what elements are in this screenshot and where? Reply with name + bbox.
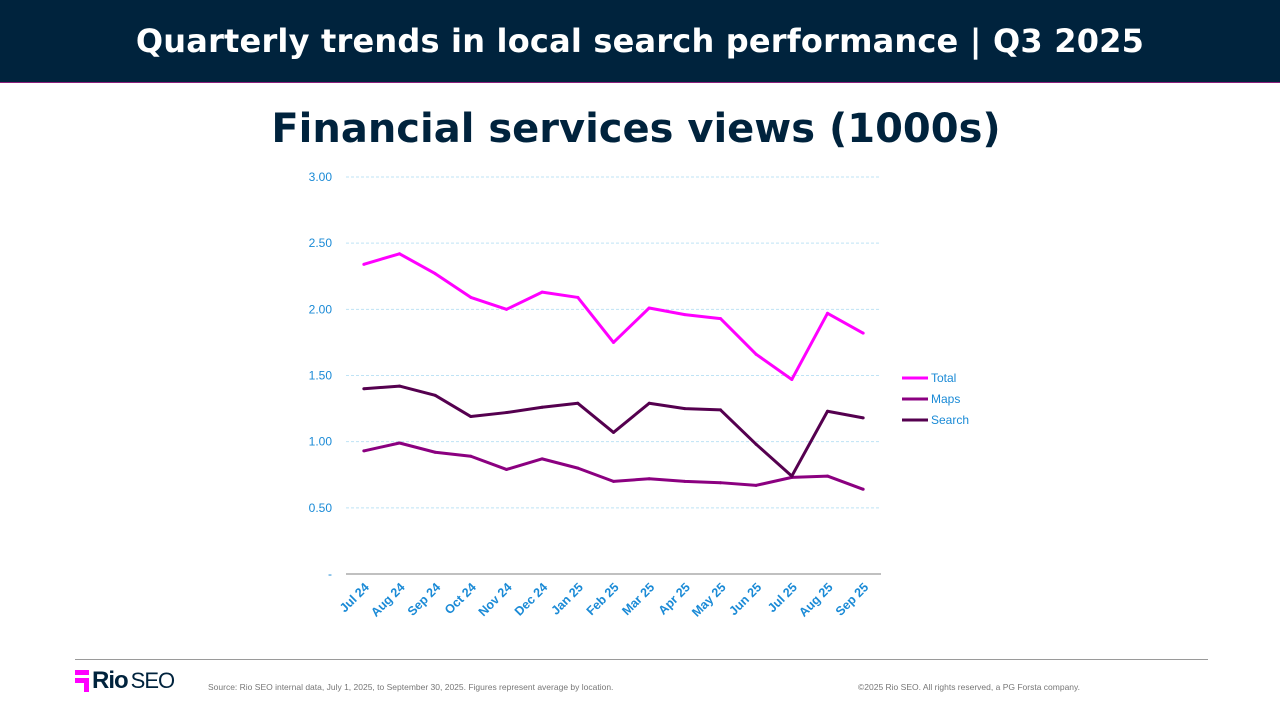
y-tick-label: 1.00 — [309, 435, 333, 449]
data-point-search — [540, 405, 544, 409]
data-point-maps — [826, 474, 829, 478]
data-point-maps — [398, 441, 401, 445]
x-tick-label: Jul 25 — [765, 580, 800, 615]
x-tick-label: Aug 25 — [796, 580, 835, 619]
data-point-search — [683, 407, 687, 411]
x-tick-label: Jun 25 — [726, 580, 764, 618]
data-point-search — [469, 415, 473, 419]
data-point-maps — [433, 450, 437, 454]
data-point-maps — [683, 479, 687, 483]
legend-label-total: Total — [931, 371, 956, 385]
x-tick-label: Dec 24 — [512, 580, 550, 618]
logo-text-bold: Rio — [92, 667, 129, 694]
y-tick-label: 1.50 — [309, 369, 333, 383]
x-tick-label: May 25 — [689, 580, 728, 619]
data-point-search — [433, 393, 437, 397]
y-tick-label: 0.50 — [309, 501, 333, 515]
data-point-total — [505, 307, 508, 311]
legend-label-search: Search — [931, 413, 969, 427]
data-point-maps — [576, 466, 580, 470]
data-point-total — [719, 317, 722, 321]
data-point-total — [612, 340, 615, 344]
data-point-maps — [505, 467, 508, 471]
x-tick-label: Mar 25 — [619, 580, 657, 618]
data-point-search — [362, 387, 366, 391]
footer-divider — [75, 659, 1208, 660]
data-point-search — [505, 411, 508, 415]
data-point-search — [612, 430, 615, 434]
data-point-maps — [754, 483, 758, 487]
source-note: Source: Rio SEO internal data, July 1, 2… — [208, 682, 614, 692]
logo-mark-icon — [75, 670, 89, 692]
copyright-note: ©2025 Rio SEO. All rights reserved, a PG… — [858, 682, 1081, 692]
chart-title: Financial services views (1000s) — [271, 106, 1001, 152]
data-point-search — [576, 401, 580, 405]
x-tick-label: Feb 25 — [584, 580, 622, 618]
legend-label-maps: Maps — [931, 392, 960, 406]
rio-seo-logo: Rio SEO — [75, 667, 175, 695]
x-tick-label: Jan 25 — [549, 580, 586, 617]
data-point-total — [754, 352, 758, 356]
slide-title: Quarterly trends in local search perform… — [135, 22, 1145, 60]
data-point-total — [362, 262, 366, 266]
data-point-total — [647, 306, 651, 310]
data-point-total — [433, 272, 437, 276]
x-tick-label: Nov 24 — [476, 580, 515, 619]
x-tick-label: Apr 25 — [656, 580, 693, 617]
data-point-maps — [469, 454, 473, 458]
logo-text-light: SEO — [130, 668, 175, 693]
data-point-search — [790, 474, 794, 478]
y-tick-label: 3.00 — [309, 170, 333, 184]
data-point-search — [719, 408, 722, 412]
data-point-search — [398, 384, 401, 388]
data-point-maps — [861, 487, 865, 491]
data-point-maps — [647, 477, 651, 481]
data-point-total — [683, 313, 687, 317]
data-point-search — [826, 409, 829, 413]
data-point-search — [754, 442, 758, 446]
data-point-total — [398, 252, 401, 256]
data-point-maps — [612, 479, 615, 483]
data-point-total — [790, 377, 794, 381]
x-tick-label: Aug 24 — [368, 580, 407, 619]
data-point-total — [826, 311, 829, 315]
y-tick-label: - — [328, 567, 332, 581]
y-tick-label: 2.00 — [309, 302, 333, 316]
data-point-maps — [362, 449, 366, 453]
series-line-total — [363, 252, 864, 381]
x-tick-label: Jul 24 — [337, 580, 372, 615]
data-point-total — [469, 295, 473, 299]
data-point-total — [540, 290, 544, 294]
data-point-search — [647, 401, 651, 405]
data-point-total — [861, 331, 865, 335]
x-tick-label: Sep 25 — [833, 580, 871, 618]
x-tick-label: Sep 24 — [405, 580, 443, 618]
data-point-total — [576, 295, 580, 299]
data-point-maps — [540, 457, 544, 461]
x-tick-label: Oct 24 — [442, 580, 479, 617]
data-point-search — [861, 416, 865, 420]
data-point-maps — [719, 481, 722, 485]
header-banner: Quarterly trends in local search perform… — [0, 0, 1280, 83]
y-tick-label: 2.50 — [309, 236, 333, 250]
